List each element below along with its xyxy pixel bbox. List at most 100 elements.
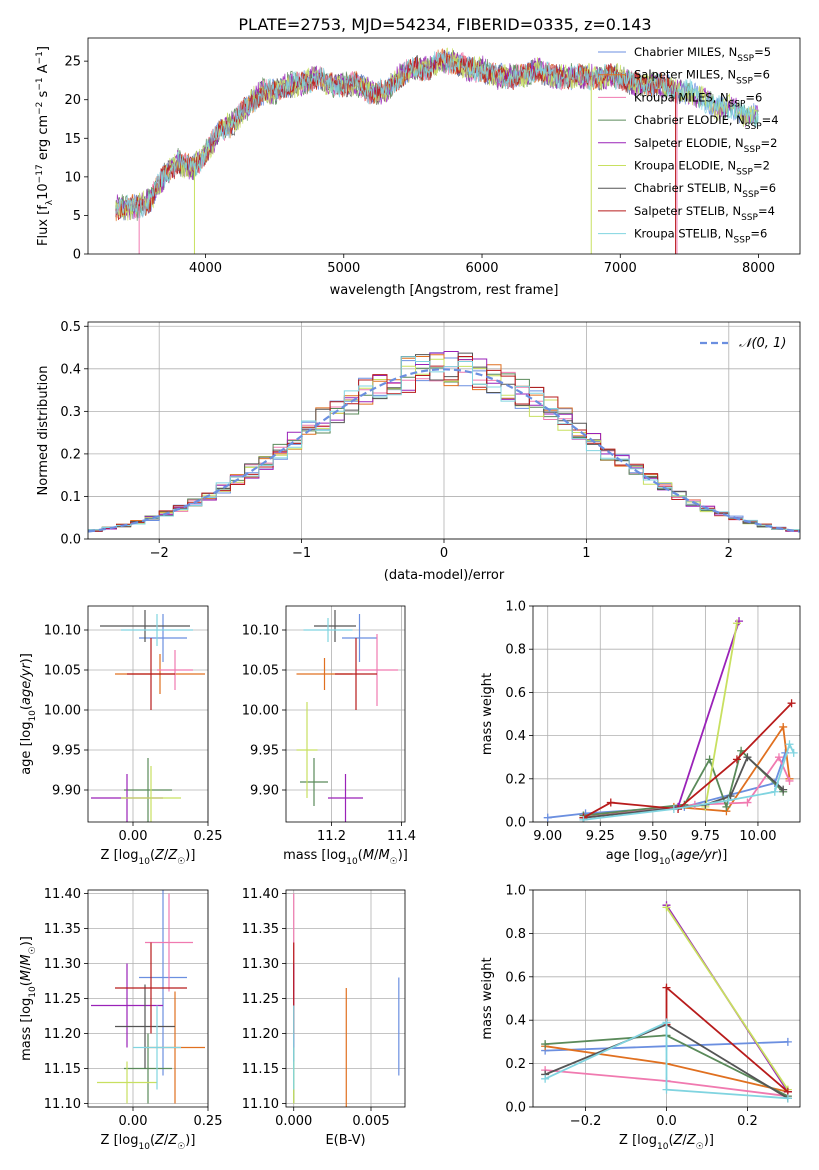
- weight-marker: [722, 802, 731, 811]
- age-vs-mass-panel: 11.2 11.4 9.90 9.95 10.00 10.05 10.10 mass [log…: [242, 605, 416, 867]
- label-part: Salpeter STELIB, N: [634, 204, 741, 218]
- label-part: /: [374, 848, 379, 863]
- label-part: s: [36, 90, 51, 101]
- y-tick-label: 25: [64, 55, 81, 70]
- label-part: =6: [745, 90, 762, 104]
- y-tick-label: 0.8: [505, 927, 526, 942]
- x-tick-label: 7000: [604, 261, 637, 276]
- spectrum-series-line: [115, 51, 759, 219]
- x-tick-label: 0.25: [194, 829, 223, 844]
- y-tick-label: 9.90: [250, 784, 279, 799]
- axis-layer: −2 −1 0 1 2 0.0 0.1 0.2 0.3 0.4 0.5: [60, 320, 733, 561]
- weight-marker: [743, 798, 752, 807]
- histogram-series: [88, 356, 800, 532]
- plot-area: [541, 901, 792, 1103]
- x-tick-label: 11.4: [387, 829, 416, 844]
- weight-marker: [732, 619, 741, 628]
- x-tick-label: 10.00: [739, 829, 776, 844]
- weight-marker: [726, 792, 735, 801]
- label-part: Salpeter MILES, N: [634, 68, 736, 82]
- y-tick-label: 11.25: [242, 992, 279, 1007]
- label-part: )]: [717, 848, 727, 863]
- label-part: (: [670, 848, 675, 863]
- weight-marker: [779, 722, 788, 731]
- label-part: /: [164, 1133, 169, 1148]
- label-part: ☉: [177, 857, 185, 867]
- y-tick-label: 0.2: [505, 772, 526, 787]
- y-tick-label: 9.95: [52, 744, 81, 759]
- label-part: =6: [753, 68, 770, 82]
- x-tick-label: 0.25: [194, 1114, 223, 1129]
- label-part: SSP: [736, 168, 753, 178]
- label-part: 10: [659, 857, 671, 867]
- label-part: (: [150, 848, 155, 863]
- label-part: SSP: [737, 54, 754, 64]
- figure-title: PLATE=2753, MJD=54234, FIBERID=0335, z=0…: [238, 15, 651, 34]
- plot-area: [293, 893, 400, 1107]
- label-part: Salpeter ELODIE, N: [634, 136, 744, 150]
- plot-area: [91, 610, 205, 822]
- label-part: ☉: [177, 1142, 185, 1152]
- x-tick-label: 2: [725, 546, 733, 561]
- label-part: Z: [673, 1133, 684, 1148]
- y-axis-label: mass weight: [480, 957, 495, 1039]
- label-part: age/yr: [19, 662, 34, 705]
- legend-entry: Kroupa MILES, NSSP=6: [634, 90, 762, 109]
- y-tick-label: 0.2: [60, 447, 81, 462]
- x-tick-label: 11.2: [317, 829, 346, 844]
- label-part: −2: [35, 102, 45, 115]
- x-tick-label: 9.00: [533, 829, 562, 844]
- label-part: ]: [36, 46, 51, 51]
- label-part: )]: [185, 1133, 195, 1148]
- y-tick-label: 9.95: [250, 744, 279, 759]
- weight-line: [544, 1020, 788, 1100]
- weight-marker: [785, 740, 794, 749]
- plot-area: [543, 617, 798, 822]
- axis-layer: −0.2 0.0 0.2 0.0 0.2 0.4 0.6 0.8 1.0: [505, 884, 757, 1130]
- label-part: ☉: [696, 1142, 704, 1152]
- label-part: 10: [138, 1142, 150, 1152]
- label-part: =6: [759, 181, 776, 195]
- axis-layer: 11.2 11.4 9.90 9.95 10.00 10.05 10.10: [242, 624, 416, 845]
- label-part: /: [19, 965, 34, 970]
- label-part: Chabrier STELIB, N: [634, 181, 742, 195]
- axis-layer: 0.00 0.25 11.10 11.15 11.20 11.25 11.30 11.35 11…: [44, 887, 223, 1129]
- y-tick-label: 0.1: [60, 490, 81, 505]
- axes-frame: [87, 605, 209, 823]
- y-axis-label: mass weight: [480, 673, 495, 755]
- label-part: −17: [35, 164, 45, 183]
- weight-line: [583, 741, 795, 821]
- normal-reference-curve: [88, 368, 800, 533]
- weight-marker: [783, 1037, 792, 1046]
- label-part: mass [log: [19, 998, 34, 1061]
- y-axis-label: Normed distribution: [36, 366, 51, 496]
- label-part: M: [363, 848, 374, 863]
- axis-layer: 0.00 0.25 9.90 9.95 10.00 10.05 10.10: [44, 624, 223, 845]
- y-tick-label: 11.10: [44, 1097, 81, 1112]
- x-tick-label: 0.000: [275, 1114, 312, 1129]
- axis-layer: 9.00 9.25 9.50 9.75 10.00 0.0 0.2 0.4 0.6 0.8 1.0: [505, 600, 776, 845]
- y-tick-label: 15: [64, 132, 81, 147]
- y-tick-label: 0: [73, 248, 81, 263]
- x-tick-label: 1: [582, 546, 590, 561]
- weight-marker: [785, 776, 794, 785]
- label-part: )]: [398, 848, 408, 863]
- y-axis-label: age [log10(age/yr)]: [19, 653, 38, 775]
- plot-area: [88, 351, 800, 533]
- label-part: M: [378, 848, 389, 863]
- x-tick-label: 0: [440, 546, 448, 561]
- y-tick-label: 11.40: [242, 887, 279, 902]
- legend-entry: Salpeter STELIB, NSSP=4: [634, 204, 775, 223]
- label-part: SSP: [729, 99, 746, 109]
- y-tick-label: 0.0: [60, 533, 81, 548]
- y-tick-label: 0.2: [505, 1057, 526, 1072]
- y-tick-label: 9.90: [52, 784, 81, 799]
- y-tick-label: 11.30: [242, 957, 279, 972]
- weight-marker: [737, 746, 746, 755]
- x-tick-label: 0.0: [656, 1114, 677, 1129]
- label-part: Chabrier ELODIE, N: [634, 113, 745, 127]
- x-tick-label: 9.25: [586, 829, 615, 844]
- label-part: /: [682, 1133, 687, 1148]
- weight-marker: [662, 1085, 671, 1094]
